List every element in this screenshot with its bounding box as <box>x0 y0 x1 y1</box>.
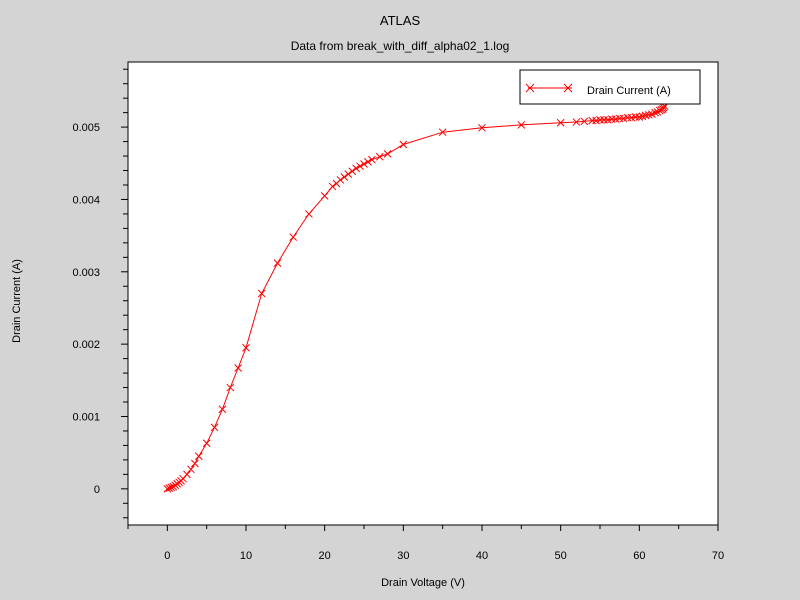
data-point <box>615 114 624 123</box>
data-point <box>163 484 172 493</box>
y-tick-label: 0 <box>94 484 100 496</box>
x-tick-label: 10 <box>240 550 252 562</box>
chart-title: ATLAS <box>379 13 421 28</box>
data-point <box>638 112 647 121</box>
x-tick-label: 30 <box>397 550 409 562</box>
data-point <box>517 121 526 129</box>
data-point <box>383 150 392 158</box>
data-point <box>641 111 650 120</box>
data-point <box>165 484 174 492</box>
data-point <box>348 167 357 176</box>
data-point <box>438 128 447 137</box>
data-point <box>356 162 364 171</box>
data-point <box>580 117 589 126</box>
legend-marker <box>525 83 573 93</box>
data-point <box>556 118 565 127</box>
data-point <box>210 423 219 432</box>
data-point <box>257 289 266 298</box>
data-point <box>340 173 349 181</box>
data-point <box>234 364 242 372</box>
data-point <box>328 182 337 191</box>
x-tick-label: 70 <box>712 550 724 562</box>
data-point <box>375 152 384 161</box>
data-point <box>289 233 298 241</box>
data-point <box>653 108 662 116</box>
x-tick-label: 0 <box>164 550 170 562</box>
data-point <box>644 110 653 119</box>
x-axis-label: Drain Voltage (V) <box>381 577 465 589</box>
y-tick-label: 0.003 <box>72 267 100 279</box>
data-point <box>187 465 195 474</box>
data-point <box>368 155 376 164</box>
data-point <box>572 118 581 126</box>
data-point <box>600 116 608 124</box>
data-point <box>364 157 372 166</box>
y-tick-label: 0.001 <box>72 411 100 423</box>
y-tick-label: 0.005 <box>72 122 100 134</box>
data-point <box>607 115 616 124</box>
data-point <box>305 210 313 218</box>
axes: 0 10 20 30 40 50 60 70 0 0.001 0.002 0.003 0.004 0.00… <box>72 68 724 562</box>
legend: Drain Current (A) <box>519 69 701 105</box>
data-point <box>651 108 659 117</box>
data-point <box>360 160 368 168</box>
y-tick-label: 0.002 <box>72 339 100 351</box>
data-point <box>399 140 408 149</box>
data-point <box>336 176 345 184</box>
legend-label: Drain Current (A) <box>587 85 671 97</box>
data-point <box>226 383 235 392</box>
data-point <box>191 459 199 468</box>
data-point <box>194 452 203 461</box>
data-point <box>344 170 353 178</box>
plot-area <box>127 61 719 526</box>
data-point <box>352 164 360 173</box>
data-point <box>202 439 211 448</box>
data-point <box>588 116 596 125</box>
data-point <box>183 470 191 479</box>
data-point <box>320 191 329 200</box>
x-tick-label: 40 <box>476 550 488 562</box>
data-point <box>218 405 227 414</box>
x-tick-label: 20 <box>319 550 331 562</box>
data-point <box>478 123 486 132</box>
y-tick-label: 0.004 <box>72 194 100 206</box>
data-point <box>167 483 176 492</box>
x-tick-label: 50 <box>555 550 567 562</box>
data-point <box>273 259 282 267</box>
data-point <box>242 343 250 352</box>
data-point <box>596 116 604 124</box>
data-point <box>631 113 640 121</box>
chart-subtitle: Data from break_with_diff_alpha02_1.log <box>290 39 510 53</box>
x-tick-label: 60 <box>633 550 645 562</box>
legend-box <box>519 69 701 105</box>
data-point <box>635 113 644 121</box>
series-layer <box>163 102 669 493</box>
data-point <box>623 113 632 122</box>
